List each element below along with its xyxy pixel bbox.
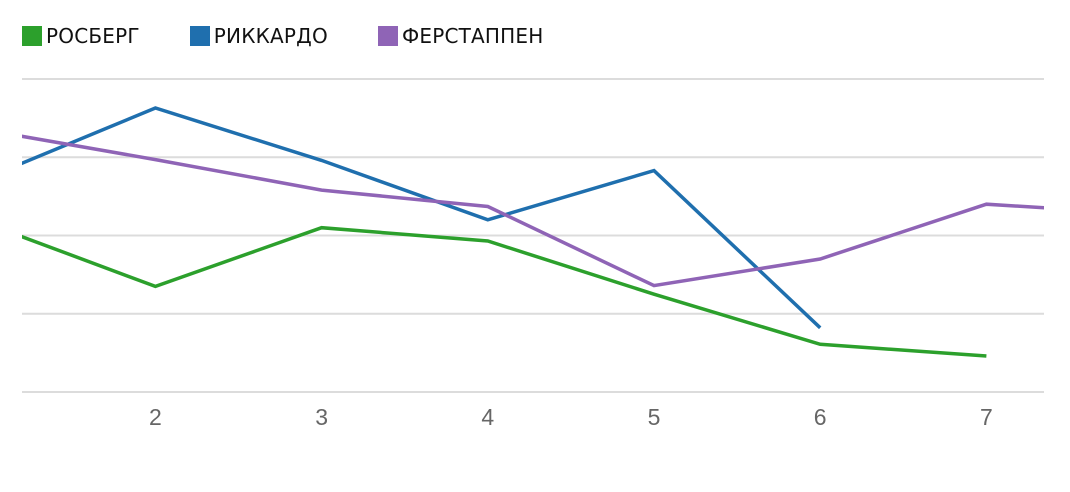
series-line-rosberg xyxy=(22,225,987,358)
gridlines xyxy=(22,78,1044,393)
legend-item-verstappen[interactable]: ФЕРСТАППЕН xyxy=(377,24,544,48)
x-tick-label-4: 4 xyxy=(481,404,494,430)
x-tick-label-2: 2 xyxy=(149,404,162,430)
legend-swatch-verstappen xyxy=(377,26,398,46)
legend-label-rosberg: РОСБЕРГ xyxy=(46,24,140,48)
series-lines xyxy=(22,106,1044,358)
x-tick-label-6: 6 xyxy=(814,404,827,430)
legend-item-rosberg[interactable]: РОСБЕРГ xyxy=(22,24,140,48)
series-line-verstappen xyxy=(22,134,1044,288)
x-tick-label-7: 7 xyxy=(980,404,993,430)
legend-item-ricciardo[interactable]: РИККАРДО xyxy=(189,24,328,48)
legend-label-verstappen: ФЕРСТАППЕН xyxy=(401,24,544,48)
x-axis-tick-labels: 2 3 4 5 6 7 xyxy=(149,404,993,430)
legend: РОСБЕРГ РИККАРДО ФЕРСТАППЕН xyxy=(22,24,593,48)
legend-swatch-ricciardo xyxy=(189,26,210,46)
legend-label-ricciardo: РИККАРДО xyxy=(213,24,328,48)
legend-swatch-rosberg xyxy=(22,26,42,46)
series-line-ricciardo xyxy=(22,106,822,330)
x-tick-label-5: 5 xyxy=(648,404,661,430)
x-tick-label-3: 3 xyxy=(315,404,328,430)
